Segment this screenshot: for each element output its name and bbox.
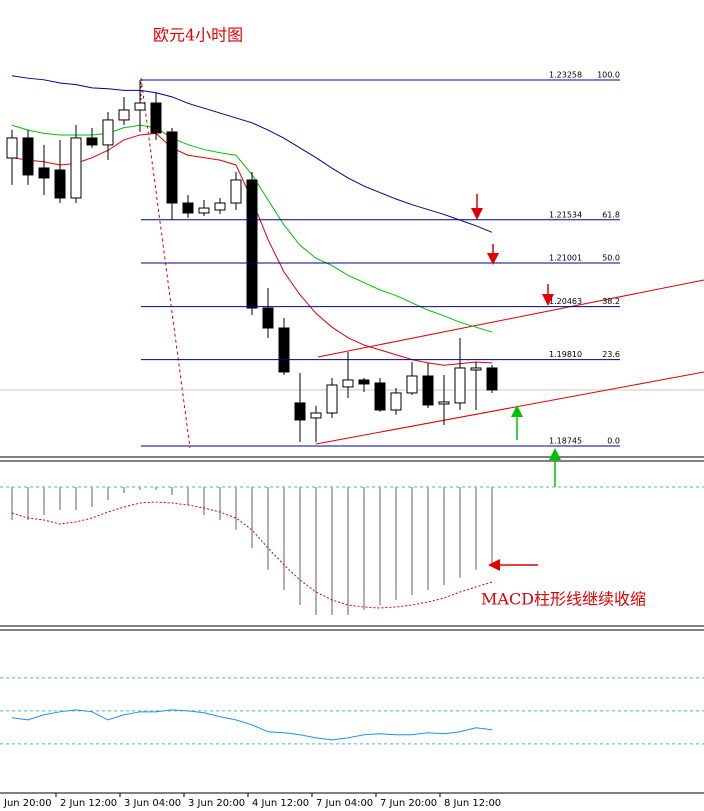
fib-ratio-label: 61.8 (602, 210, 620, 219)
macd-bar (443, 487, 445, 585)
macd-bar (11, 487, 13, 520)
macd-bar (379, 487, 381, 605)
candle-body (470, 367, 482, 371)
channel-line (317, 279, 704, 358)
macd-bar (395, 487, 397, 600)
channel-line (315, 371, 704, 445)
candle-body (438, 401, 450, 405)
macd-bar (123, 487, 125, 493)
candle-body (22, 137, 34, 176)
candle-body (166, 131, 178, 204)
moving-average (11, 75, 493, 233)
candle-body (390, 392, 402, 411)
x-tick-label: 3 Jun 04:00 (124, 798, 181, 809)
macd-bar (363, 487, 365, 610)
macd-bar (347, 487, 349, 615)
macd-bar (59, 487, 61, 510)
candle-body (310, 412, 322, 419)
candle-body (54, 169, 66, 199)
macd-bar (491, 487, 493, 565)
oscillator-line (11, 709, 493, 741)
macd-bar (171, 487, 173, 495)
fib-ratio-label: 50.0 (602, 254, 620, 263)
candle-body (6, 137, 18, 159)
candle-body (486, 367, 498, 391)
price-panel (6, 75, 498, 442)
candle-body (86, 137, 98, 146)
candle-body (342, 379, 354, 388)
candle-body (294, 402, 306, 421)
macd-bar (475, 487, 477, 570)
candle-body (70, 137, 82, 199)
candle-body (38, 167, 50, 179)
chart-title: 欧元4小时图 (153, 26, 243, 45)
macd-bar (187, 487, 189, 505)
fib-price-label: 1.21534 (549, 210, 582, 219)
candle-body (422, 375, 434, 406)
macd-bar (219, 487, 221, 520)
x-tick-label: Jun 20:00 (3, 798, 52, 809)
macd-bar (155, 487, 157, 490)
candle-body (134, 102, 146, 111)
candle-body (454, 367, 466, 404)
macd-bar (459, 487, 461, 578)
macd-signal (11, 501, 493, 609)
candle-body (150, 102, 162, 134)
oscillator-panel (0, 677, 704, 745)
candle-body (230, 179, 242, 204)
macd-bar (27, 487, 29, 520)
x-tick-label: 3 Jun 20:00 (188, 798, 245, 809)
macd-bar (251, 487, 253, 548)
macd-bar (43, 487, 45, 515)
fib-levels: 1.23258 100.0 1.21534 61.8 1.21001 50.0 1.2046… (141, 70, 620, 447)
fib-price-label: 1.18745 (549, 436, 582, 445)
candle-body (102, 119, 114, 146)
macd-bar (267, 487, 269, 570)
macd-bar (427, 487, 429, 590)
candle-body (262, 307, 274, 329)
macd-panel (11, 487, 493, 615)
candle-body (118, 109, 130, 121)
x-tick-label: 4 Jun 12:00 (252, 798, 309, 809)
macd-bar (283, 487, 285, 590)
macd-bar (315, 487, 317, 615)
fib-ratio-label: 38.2 (602, 297, 620, 306)
candle-body (374, 382, 386, 411)
x-tick-label: 8 Jun 12:00 (444, 798, 501, 809)
x-tick-label: 7 Jun 20:00 (380, 798, 437, 809)
candle-body (246, 179, 258, 309)
macd-bar (299, 487, 301, 605)
candle-body (214, 202, 226, 211)
fib-ratio-label: 23.6 (602, 350, 620, 359)
macd-bar (411, 487, 413, 595)
candle-body (278, 327, 290, 373)
macd-bar (75, 487, 77, 510)
fib-price-label: 1.21001 (549, 254, 582, 263)
x-tick-label: 7 Jun 04:00 (316, 798, 373, 809)
candle-body (406, 375, 418, 394)
macd-bar (331, 487, 333, 615)
macd-bar (107, 487, 109, 500)
annotation: MACD柱形线继续收缩 (481, 590, 646, 609)
candle-body (326, 384, 338, 414)
candle-body (182, 202, 194, 214)
x-tick-label: 2 Jun 12:00 (60, 798, 117, 809)
fib-ratio-label: 0.0 (607, 436, 620, 445)
macd-bar (139, 487, 141, 490)
fib-price-label: 1.23258 (549, 70, 582, 79)
fib-price-label: 1.20463 (549, 297, 582, 306)
macd-bar (235, 487, 237, 530)
candle-body (358, 379, 370, 385)
fib-price-label: 1.19810 (549, 350, 582, 359)
fib-ratio-label: 100.0 (597, 70, 620, 79)
macd-bar (203, 487, 205, 515)
macd-bar (91, 487, 93, 507)
candle-body (198, 207, 210, 214)
